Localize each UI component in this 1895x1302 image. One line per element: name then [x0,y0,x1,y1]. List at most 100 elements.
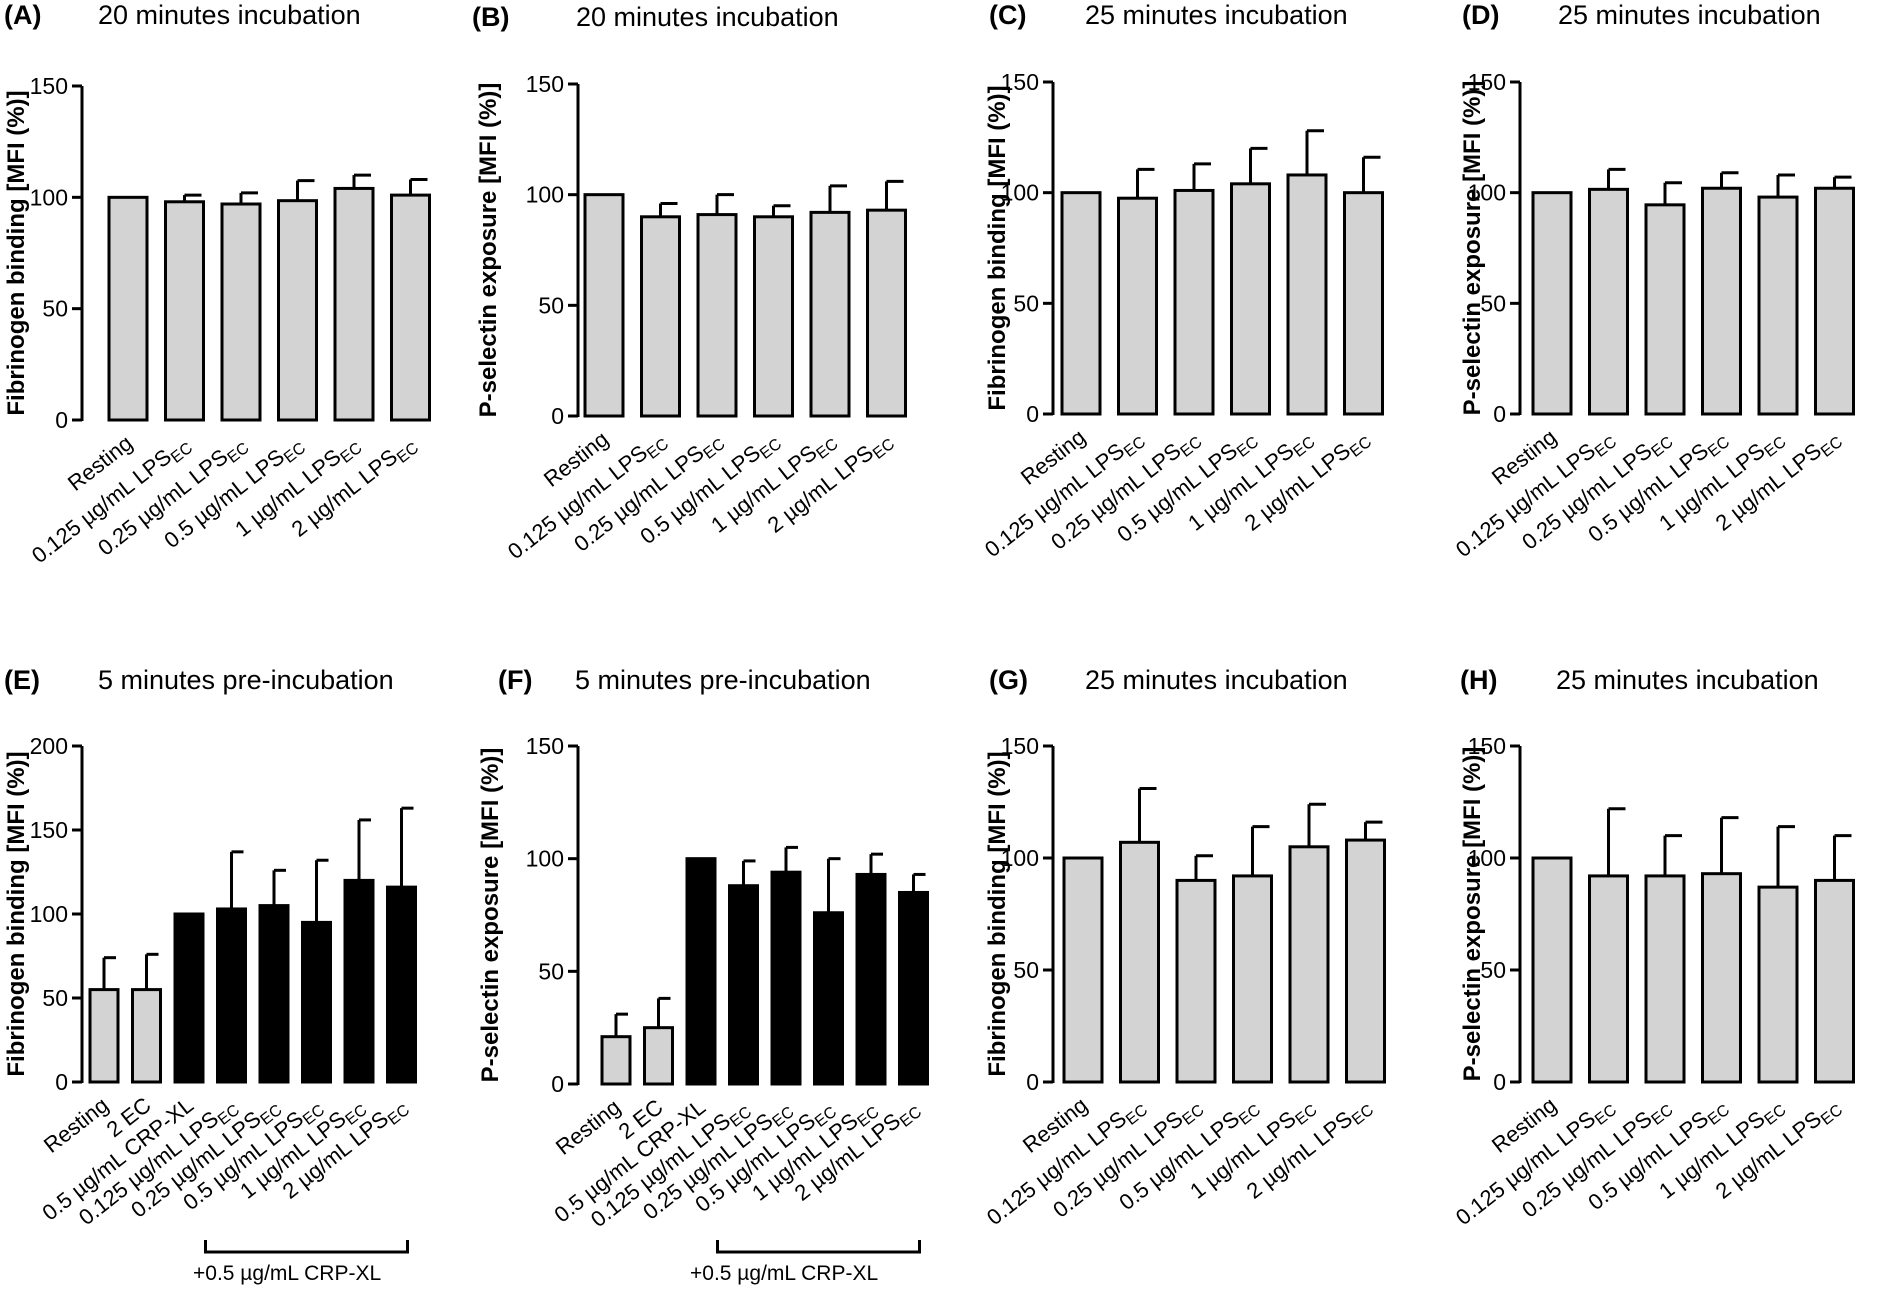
y-tick-label: 150 [1468,69,1506,95]
panel-letter: (E) [4,665,40,695]
panel-letter: (D) [1462,0,1500,30]
y-tick-label: 50 [1480,290,1506,316]
y-tick-label: 0 [1026,1069,1039,1095]
bar [1288,845,1330,1084]
bar [1531,191,1573,416]
panel-title: 5 minutes pre-incubation [575,665,871,695]
bar [343,878,375,1084]
bar [866,208,907,418]
x-tick-subscript: EC [1818,434,1846,461]
y-tick-label: 0 [1493,401,1506,427]
panel-title: 20 minutes incubation [576,2,839,32]
x-tick-label: Resting [39,1092,113,1158]
x-tick-label: Resting [551,1094,625,1160]
y-axis-label: P-selectin exposure [MFI (%)] [1459,747,1486,1082]
bar [1757,885,1799,1084]
group-bracket [204,1240,409,1254]
y-axis-label: P-selectin exposure [MFI (%)] [1459,81,1486,416]
bar [640,215,681,418]
bar [643,1026,674,1086]
bar-chart-g: Fibrinogen binding [MFI (%)]050100150Res… [982,733,1386,1233]
bar [696,213,738,418]
bracket-label: +0.5 µg/mL CRP-XL [690,1262,879,1285]
bar-chart-f: P-selectin exposure [MFI (%)] 0 50 100 150 Re… [477,733,929,1254]
y-tick-label: 150 [30,817,68,843]
bar [1175,878,1217,1084]
y-tick-label: 50 [42,296,68,322]
bar [1060,191,1102,416]
panel-c: (C) 25 minutes incubation Fibrinogen bin… [945,0,1420,640]
panel-f: (F) 5 minutes pre-incubation P-selectin … [470,650,945,1302]
y-tick-label: 100 [526,846,564,872]
bar [301,920,332,1084]
bar [220,202,262,422]
panel-h: (H) 25 minutes incubation P-selectin exp… [1420,650,1895,1302]
y-tick-label: 150 [526,733,564,759]
x-tick-subscript: EC [1347,434,1375,461]
y-tick-label: 100 [1468,845,1506,871]
panel-title: 25 minutes incubation [1558,0,1821,30]
panel-title: 5 minutes pre-incubation [98,665,394,695]
bar [1343,191,1384,416]
panel-letter: (H) [1460,665,1498,695]
bar [1644,874,1686,1084]
bar [1701,872,1742,1084]
panel-title: 25 minutes incubation [1556,665,1819,695]
y-tick-label: 100 [1468,180,1506,206]
bar [386,885,417,1084]
y-tick-label: 150 [1001,69,1039,95]
bar [131,988,162,1084]
bar [1119,840,1160,1084]
y-tick-label: 0 [551,403,564,429]
panel-title: 20 minutes incubation [98,0,361,30]
y-axis-label: P-selectin exposure [MFI (%)] [475,83,502,418]
bar [173,912,205,1084]
y-axis-label: Fibrinogen binding [MFI (%)] [984,751,1011,1076]
group-bracket [716,1240,921,1254]
y-tick-label: 0 [1026,401,1039,427]
y-tick-label: 0 [1493,1069,1506,1095]
panel-letter: (F) [498,665,533,695]
bar [728,884,759,1086]
bar [1814,878,1855,1084]
panel-letter: (A) [4,0,42,30]
bar [855,872,887,1086]
bar [258,904,290,1084]
panel-b: (B) 20 minutes incubation P-selectin exp… [470,0,945,640]
bar [813,911,844,1086]
bar-chart-c: Fibrinogen binding [MFI (%)]050100150Res… [980,69,1384,565]
bar [1531,856,1573,1084]
bar [1117,196,1158,416]
y-tick-label: 50 [1013,957,1039,983]
bar [1232,874,1273,1084]
x-tick-subscript: EC [1818,1102,1846,1129]
bar-chart-d: P-selectin exposure [MFI (%)] 050100150Re… [1451,69,1855,565]
bar [1062,856,1104,1084]
y-axis-label: P-selectin exposure [MFI (%)] [477,748,504,1083]
bracket-label: +0.5 µg/mL CRP-XL [193,1262,382,1285]
y-tick-label: 150 [30,73,68,99]
y-tick-label: 100 [1001,180,1039,206]
y-tick-label: 150 [526,71,564,97]
y-tick-label: 50 [1480,957,1506,983]
y-tick-label: 100 [30,901,68,927]
y-tick-label: 50 [42,985,68,1011]
panel-letter: (B) [472,2,510,32]
bar [685,857,717,1086]
y-tick-label: 0 [551,1071,564,1097]
x-tick-subscript: EC [385,1102,413,1129]
bar [1286,173,1328,416]
bar [898,890,929,1086]
bar [770,870,802,1086]
x-tick-subscript: EC [897,1104,925,1131]
bar [216,907,247,1084]
panel-g: (G) 25 minutes incubation Fibrinogen bin… [945,650,1420,1302]
bar [1757,195,1799,416]
bar-chart-h: P-selectin exposure [MFI (%)]050100150Re… [1451,733,1855,1233]
y-tick-label: 50 [1013,290,1039,316]
panel-title: 25 minutes incubation [1085,0,1348,30]
y-tick-label: 100 [30,184,68,210]
bar [1588,874,1629,1084]
panel-title: 25 minutes incubation [1085,665,1348,695]
bar [600,1035,632,1086]
